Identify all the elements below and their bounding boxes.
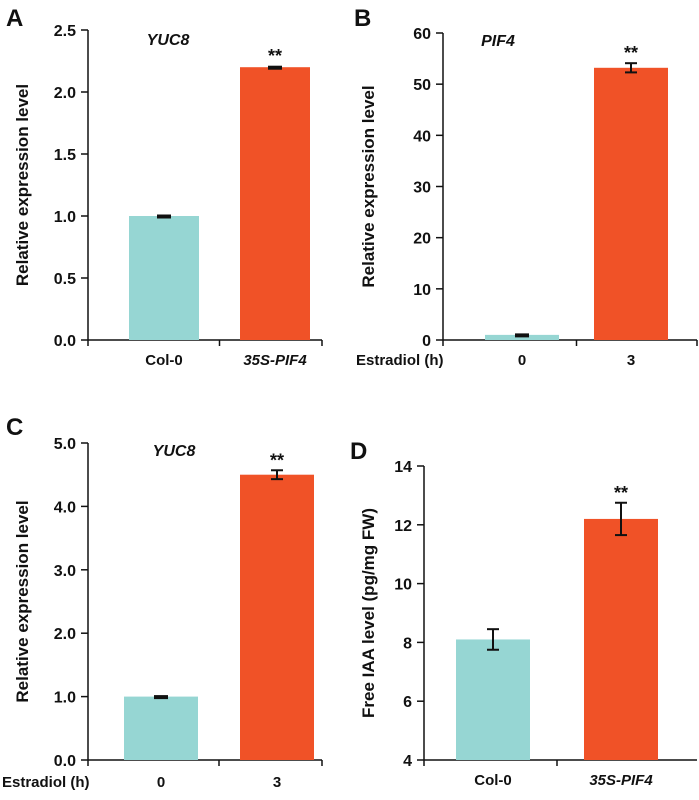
- error-bar: [515, 333, 529, 338]
- significance-label: **: [614, 483, 628, 503]
- y-tick-label: 0.0: [54, 753, 76, 770]
- y-tick-label: 1.0: [54, 690, 76, 707]
- x-tick-label: 0: [518, 352, 526, 369]
- y-tick-label: 4.0: [54, 499, 76, 516]
- y-tick-label: 60: [413, 26, 431, 43]
- y-tick-label: 30: [413, 180, 431, 197]
- y-tick-label: 50: [413, 77, 431, 94]
- bar-treatment: [240, 474, 314, 760]
- y-tick-label: 40: [413, 128, 431, 145]
- significance-label: **: [624, 43, 638, 63]
- panel-letter: C: [6, 414, 23, 441]
- panel-letter: B: [354, 5, 371, 32]
- error-bar: [268, 65, 282, 70]
- panel-a: A 0.0 0.5 1.0 1.5 2.0 2.5 Relative expression l…: [6, 5, 323, 369]
- significance-label: **: [270, 450, 284, 470]
- y-tick-label: 0.5: [54, 271, 76, 288]
- bar-control: [124, 696, 198, 760]
- y-axis-label: Relative expression level: [13, 84, 32, 286]
- x-tick-label: Col-0: [474, 772, 512, 789]
- panel-c: C 0.0 1.0 2.0 3.0 4.0 5.0 Relative expression l…: [2, 414, 323, 791]
- panel-d: D 4 6 8 10 12 14 Free IAA level (pg/mg FW) Col-0…: [350, 438, 697, 789]
- y-tick-label: 14: [394, 459, 412, 476]
- y-tick-label: 4: [403, 753, 412, 770]
- y-tick-label: 2.0: [54, 85, 76, 102]
- x-tick-label: 35S-PIF4: [243, 352, 307, 369]
- panel-letter: A: [6, 5, 23, 32]
- x-axis-prefix-label: Estradiol (h): [356, 352, 444, 369]
- bar-control: [456, 639, 530, 760]
- bar-treatment: [594, 67, 668, 340]
- x-tick-label: 3: [627, 352, 635, 369]
- bar-control: [129, 216, 199, 340]
- y-tick-label: 10: [413, 282, 431, 299]
- y-tick-label: 10: [394, 577, 412, 594]
- x-tick-label: Col-0: [145, 352, 183, 369]
- error-bar: [157, 214, 171, 219]
- x-tick-label: 0: [157, 774, 165, 791]
- y-tick-label: 5.0: [54, 436, 76, 453]
- x-tick-label: 35S-PIF4: [589, 772, 653, 789]
- panel-letter: D: [350, 438, 367, 465]
- y-axis-label: Free IAA level (pg/mg FW): [359, 508, 378, 718]
- x-axis-prefix-label: Estradiol (h): [2, 774, 90, 791]
- y-tick-label: 3.0: [54, 563, 76, 580]
- y-tick-label: 12: [394, 518, 412, 535]
- y-tick-label: 8: [403, 635, 412, 652]
- bar-treatment: [584, 518, 658, 760]
- y-axis-label: Relative expression level: [359, 85, 378, 287]
- y-tick-label: 20: [413, 231, 431, 248]
- y-tick-label: 2.5: [54, 23, 76, 40]
- y-tick-label: 2.0: [54, 626, 76, 643]
- y-tick-label: 6: [403, 694, 412, 711]
- bar-treatment: [240, 67, 310, 340]
- x-tick-label: 3: [273, 774, 281, 791]
- y-tick-label: 1.5: [54, 147, 76, 164]
- y-tick-label: 1.0: [54, 209, 76, 226]
- gene-label: YUC8: [147, 32, 190, 49]
- y-tick-label: 0: [422, 333, 431, 350]
- error-bar: [154, 695, 168, 700]
- significance-label: **: [268, 46, 282, 66]
- bar-control: [485, 334, 559, 340]
- gene-label: YUC8: [153, 443, 196, 460]
- y-axis-label: Relative expression level: [13, 500, 32, 702]
- y-tick-label: 0.0: [54, 333, 76, 350]
- gene-label: PIF4: [481, 33, 515, 50]
